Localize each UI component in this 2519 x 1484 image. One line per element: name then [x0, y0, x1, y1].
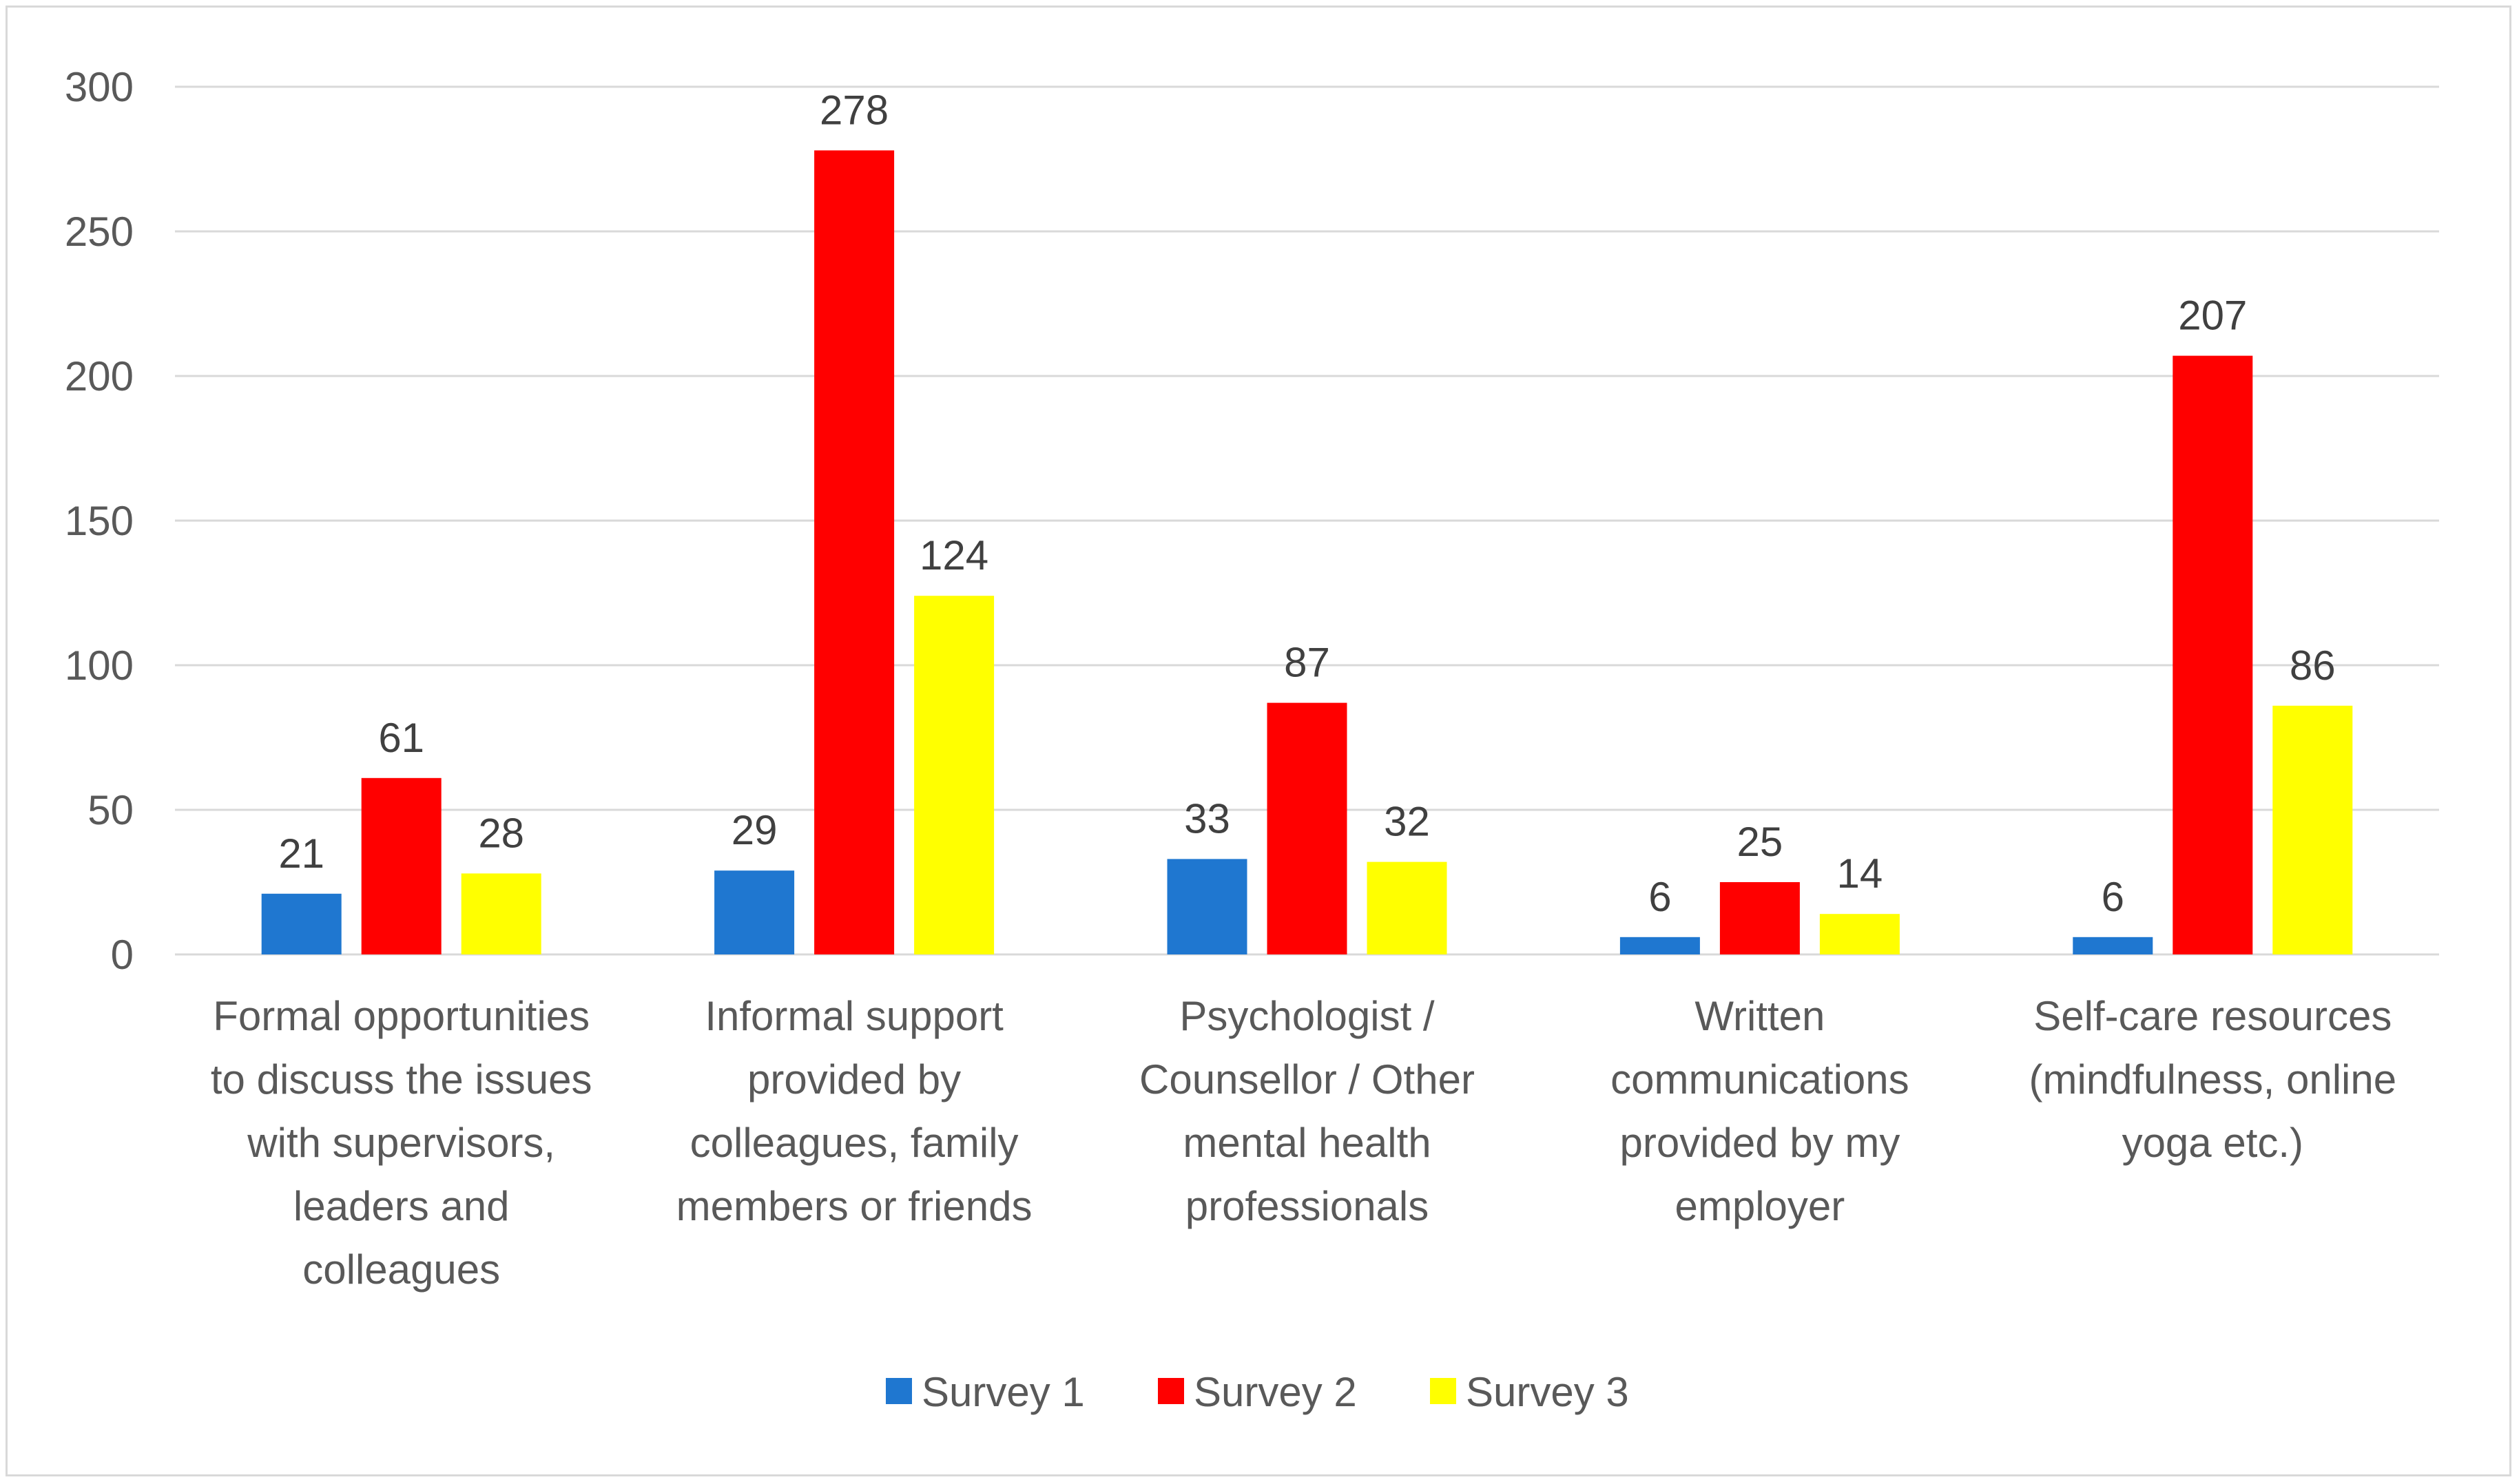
- bar-chart: 0 50 100 150 200 250 300 21 61 28 29 278 124 33 87 32 6…: [65, 64, 2439, 1415]
- legend-item-survey-2[interactable]: Survey 2: [1158, 1369, 1357, 1415]
- x-category-label-line: colleagues: [302, 1246, 500, 1293]
- bar-survey-3-cat3: [1367, 861, 1447, 954]
- x-category-label-line: colleagues, family: [690, 1120, 1019, 1166]
- data-label: 61: [378, 715, 424, 761]
- legend-swatch: [1430, 1378, 1456, 1404]
- x-category-label-line: employer: [1675, 1183, 1845, 1229]
- y-tick-label: 100: [65, 642, 134, 689]
- x-category-label-line: Counsellor / Other: [1139, 1056, 1475, 1102]
- legend-item-survey-3[interactable]: Survey 3: [1430, 1369, 1629, 1415]
- y-tick-label: 300: [65, 64, 134, 110]
- x-category-label-line: with supervisors,: [247, 1120, 555, 1166]
- x-category-label-line: Psychologist /: [1179, 993, 1434, 1039]
- data-label: 32: [1384, 799, 1430, 845]
- x-category-label-line: (mindfulness, online: [2029, 1056, 2396, 1102]
- data-label: 6: [1648, 874, 1671, 920]
- legend-label: Survey 1: [922, 1369, 1085, 1415]
- x-category-label-line: leaders and: [293, 1183, 510, 1229]
- legend-label: Survey 2: [1194, 1369, 1357, 1415]
- bar-survey-2-cat2: [814, 150, 895, 954]
- bar-survey-1-cat3: [1167, 859, 1247, 954]
- data-label: 33: [1184, 795, 1230, 842]
- chart-frame: 0 50 100 150 200 250 300 21 61 28 29 278 124 33 87 32 6…: [6, 6, 2511, 1476]
- x-category-label-line: Formal opportunities: [213, 993, 590, 1039]
- bar-survey-1-cat4: [1619, 937, 1700, 954]
- x-category-label-line: Written: [1694, 993, 1825, 1039]
- y-tick-label: 150: [65, 498, 134, 544]
- x-category-label-line: communications: [1610, 1056, 1909, 1102]
- x-category-label-line: professionals: [1185, 1183, 1429, 1229]
- bar-survey-1-cat1: [261, 893, 342, 954]
- data-label: 6: [2102, 874, 2124, 920]
- x-category-label-line: provided by my: [1619, 1120, 1900, 1166]
- data-label: 14: [1837, 850, 1883, 897]
- data-label: 25: [1737, 819, 1783, 865]
- x-category-label-line: yoga etc.): [2122, 1120, 2303, 1166]
- y-axis: 0 50 100 150 200 250 300: [65, 64, 2439, 978]
- bar-survey-1-cat5: [2073, 937, 2153, 954]
- x-category-label-line: Self-care resources: [2033, 993, 2392, 1039]
- bar-survey-3-cat5: [2272, 705, 2353, 954]
- data-labels: 21 61 28 29 278 124 33 87 32 6 25 14 6 207 86: [278, 87, 2335, 919]
- bar-survey-3-cat4: [1819, 914, 1900, 954]
- x-category-label-line: members or friends: [676, 1183, 1033, 1229]
- bar-survey-3-cat2: [914, 596, 995, 954]
- data-label: 278: [820, 87, 889, 133]
- bars: [261, 150, 2353, 954]
- data-label: 207: [2178, 293, 2247, 339]
- x-category-label-line: Informal support: [705, 993, 1004, 1039]
- legend-swatch: [886, 1378, 912, 1404]
- bar-survey-1-cat2: [714, 870, 795, 954]
- data-label: 28: [478, 810, 524, 856]
- bar-survey-2-cat5: [2173, 355, 2253, 954]
- bar-survey-2-cat1: [361, 777, 442, 954]
- data-label: 86: [2290, 642, 2336, 689]
- y-tick-label: 50: [87, 787, 134, 833]
- y-tick-label: 0: [111, 932, 134, 978]
- legend[interactable]: Survey 1 Survey 2 Survey 3: [886, 1369, 1629, 1415]
- legend-label: Survey 3: [1466, 1369, 1629, 1415]
- x-category-label-line: mental health: [1183, 1120, 1431, 1166]
- y-tick-label: 250: [65, 209, 134, 255]
- x-category-label-line: to discuss the issues: [211, 1056, 592, 1102]
- gridlines: [175, 85, 2439, 956]
- bar-survey-2-cat4: [1719, 882, 1800, 954]
- data-label: 124: [920, 532, 988, 578]
- data-label: 21: [278, 830, 324, 877]
- bar-survey-3-cat1: [461, 873, 541, 954]
- data-label: 29: [732, 807, 778, 853]
- bar-survey-2-cat3: [1267, 702, 1347, 954]
- data-label: 87: [1284, 640, 1330, 686]
- x-category-label-line: provided by: [747, 1056, 961, 1102]
- legend-item-survey-1[interactable]: Survey 1: [886, 1369, 1085, 1415]
- y-tick-label: 200: [65, 353, 134, 399]
- legend-swatch: [1158, 1378, 1184, 1404]
- x-axis-category-labels: Formal opportunities to discuss the issue…: [211, 993, 2396, 1293]
